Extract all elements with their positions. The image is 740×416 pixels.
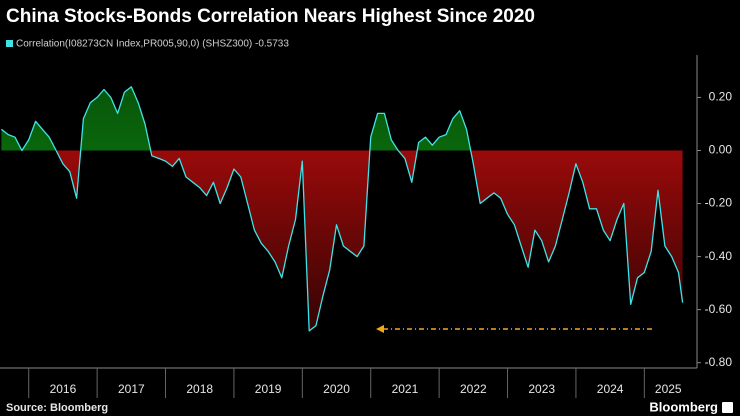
y-tick-label: 0.00	[709, 143, 733, 157]
x-tick-label: 2020	[323, 382, 350, 396]
x-tick-label: 2022	[460, 382, 487, 396]
logo-icon	[722, 402, 733, 413]
y-tick-label: -0.60	[705, 302, 733, 316]
y-tick-label: 0.20	[709, 90, 733, 104]
area-positive	[1, 86, 471, 151]
legend-label: Correlation(I08273CN Index,PR005,90,0) (…	[16, 39, 289, 50]
x-tick-label: 2016	[50, 382, 77, 396]
legend-swatch	[6, 40, 13, 47]
x-tick-label: 2024	[597, 382, 624, 396]
y-tick-label: -0.40	[705, 249, 733, 263]
x-tick-label: 2017	[118, 382, 145, 396]
x-tick-label: 2021	[392, 382, 419, 396]
x-tick-label: 2018	[186, 382, 213, 396]
x-tick-label: 2023	[528, 382, 555, 396]
series-line	[1, 86, 684, 332]
x-tick-label: 2025	[655, 382, 682, 396]
logo: Bloomberg	[649, 399, 718, 414]
chart-title: China Stocks-Bonds Correlation Nears Hig…	[6, 6, 535, 27]
annotation-arrowhead	[376, 325, 384, 333]
source: Source: Bloomberg	[6, 402, 108, 414]
x-tick-label: 2019	[255, 382, 282, 396]
y-tick-label: -0.80	[705, 355, 733, 369]
y-tick-label: -0.20	[705, 196, 733, 210]
